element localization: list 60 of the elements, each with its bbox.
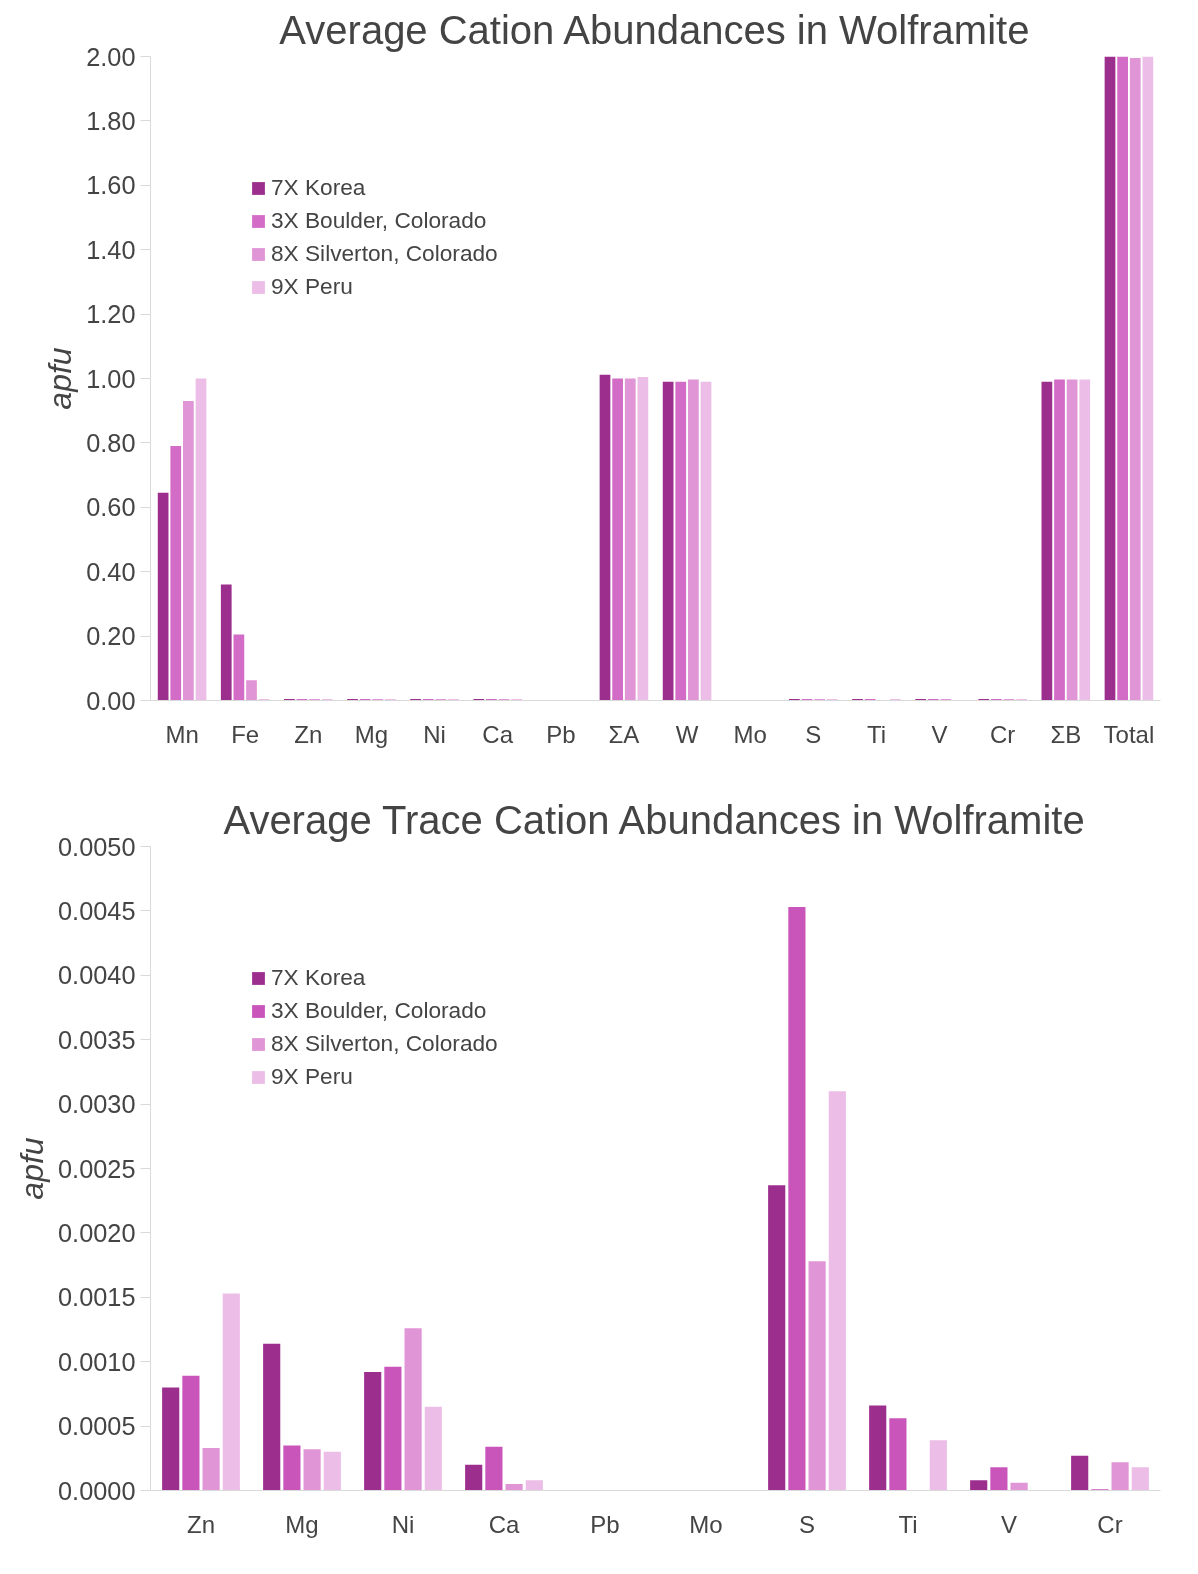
legend-label: 7X Korea (271, 174, 366, 201)
y-tick-label: 0.0025 (58, 1154, 136, 1183)
legend-label: 8X Silverton, Colorado (271, 240, 498, 267)
y-tick-label: 1.20 (86, 300, 136, 329)
y-tick-label: 1.00 (86, 364, 136, 393)
x-tick-label: Pb (590, 1510, 620, 1538)
legend-label: 8X Silverton, Colorado (271, 1030, 498, 1057)
y-tick-label: 0.0020 (58, 1218, 136, 1247)
y-tick-label: 0.0040 (58, 961, 136, 990)
x-tick-label: Ca (482, 720, 514, 748)
x-tick-label: S (805, 720, 822, 748)
y-tick-label: 0.60 (86, 493, 136, 522)
x-tick-label: Total (1103, 720, 1155, 748)
legend-label: 9X Peru (271, 273, 353, 300)
legend-label: 7X Korea (271, 964, 366, 991)
x-tick-label: ΣB (1050, 720, 1082, 748)
x-tick-label: V (931, 720, 948, 748)
y-tick-label: 2.00 (86, 42, 136, 71)
x-tick-label: Cr (1097, 1510, 1123, 1538)
y-tick-label: 0.20 (86, 622, 136, 651)
x-tick-label: ΣA (608, 720, 640, 748)
legend-label: 9X Peru (271, 1063, 353, 1090)
x-tick-label: Mg (285, 1510, 319, 1538)
y-axis-title: apfu (14, 1137, 51, 1200)
y-tick-label: 0.0010 (58, 1347, 136, 1376)
x-tick-label: Cr (990, 720, 1016, 748)
y-tick-label: 0.0005 (58, 1412, 136, 1441)
x-tick-label: S (799, 1510, 816, 1538)
y-tick-label: 0.80 (86, 428, 136, 457)
x-tick-label: Mn (165, 720, 199, 748)
chart-title: Average Trace Cation Abundances in Wolframite (223, 797, 1085, 842)
y-tick-label: 0.0030 (58, 1090, 136, 1119)
legend-label: 3X Boulder, Colorado (271, 997, 487, 1024)
x-tick-label: Mg (354, 720, 389, 748)
x-tick-label: V (1001, 1510, 1018, 1538)
y-tick-label: 0.0015 (58, 1283, 136, 1312)
chart-title: Average Cation Abundances in Wolframite (279, 7, 1030, 52)
x-tick-label: W (675, 720, 699, 748)
x-tick-label: Ca (488, 1510, 520, 1538)
legend-label: 3X Boulder, Colorado (271, 207, 487, 234)
y-tick-label: 0.0000 (58, 1476, 136, 1505)
y-tick-label: 0.00 (86, 686, 136, 715)
y-tick-label: 0.40 (86, 557, 136, 586)
x-tick-label: Ti (898, 1510, 918, 1538)
x-tick-label: Pb (546, 720, 576, 748)
y-axis-title: apfu (42, 347, 79, 410)
y-tick-label: 1.60 (86, 171, 136, 200)
y-tick-label: 0.0035 (58, 1025, 136, 1054)
x-tick-label: Ni (391, 1510, 415, 1538)
x-tick-label: Mo (733, 720, 767, 748)
x-tick-label: Zn (187, 1510, 216, 1538)
x-tick-label: Ti (866, 720, 886, 748)
x-tick-label: Mo (689, 1510, 723, 1538)
y-tick-label: 1.80 (86, 106, 136, 135)
y-tick-label: 1.40 (86, 235, 136, 264)
x-tick-label: Zn (294, 720, 323, 748)
x-tick-label: Ni (423, 720, 446, 748)
x-tick-label: Fe (231, 720, 260, 748)
y-tick-label: 0.0045 (58, 896, 136, 925)
y-tick-label: 0.0050 (58, 832, 136, 861)
